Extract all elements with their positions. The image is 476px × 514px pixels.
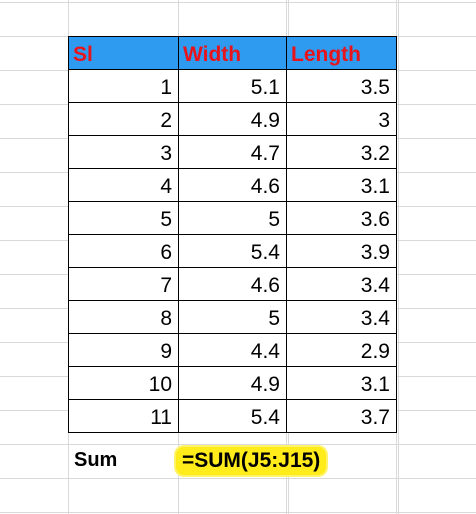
- cell-width[interactable]: 5.4: [178, 234, 287, 268]
- cell-width[interactable]: 4.6: [178, 168, 287, 202]
- table-row: 3 4.7 3.2: [68, 135, 397, 169]
- sum-row: Sum =SUM(J5:J15): [68, 445, 398, 479]
- gridlines-right: [396, 0, 476, 514]
- table-row: 7 4.6 3.4: [68, 267, 397, 301]
- cell-width[interactable]: 4.9: [178, 366, 287, 400]
- cell-sl[interactable]: 6: [68, 234, 179, 268]
- table-row: 10 4.9 3.1: [68, 366, 397, 400]
- cell-length[interactable]: 3.2: [286, 135, 397, 169]
- cell-length[interactable]: 3.9: [286, 234, 397, 268]
- cell-length[interactable]: 2.9: [286, 333, 397, 367]
- cell-length[interactable]: 3.1: [286, 168, 397, 202]
- sum-label[interactable]: Sum: [74, 449, 118, 471]
- cell-length[interactable]: 3.7: [286, 399, 397, 433]
- cell-width[interactable]: 5: [178, 201, 287, 235]
- cell-sl[interactable]: 9: [68, 333, 179, 367]
- cell-sl[interactable]: 1: [68, 69, 179, 103]
- header-cell-width[interactable]: Width: [178, 36, 287, 70]
- table-row: 11 5.4 3.7: [68, 399, 397, 433]
- sum-formula-cell[interactable]: =SUM(J5:J15): [176, 447, 327, 475]
- cell-length[interactable]: 3: [286, 102, 397, 136]
- cell-sl[interactable]: 8: [68, 300, 179, 334]
- cell-width[interactable]: 5: [178, 300, 287, 334]
- cell-length[interactable]: 3.6: [286, 201, 397, 235]
- cell-width[interactable]: 5.4: [178, 399, 287, 433]
- table-row: 4 4.6 3.1: [68, 168, 397, 202]
- cell-width[interactable]: 5.1: [178, 69, 287, 103]
- cell-width[interactable]: 4.6: [178, 267, 287, 301]
- gridline-col: [396, 0, 397, 514]
- table-row: 5 5 3.6: [68, 201, 397, 235]
- cell-width[interactable]: 4.9: [178, 102, 287, 136]
- cell-width[interactable]: 4.7: [178, 135, 287, 169]
- data-table: Sl Width Length 1 5.1 3.5 2 4.9 3 3 4.7 …: [68, 36, 397, 433]
- header-cell-sl[interactable]: Sl: [68, 36, 179, 70]
- table-row: 9 4.4 2.9: [68, 333, 397, 367]
- table-row: 6 5.4 3.9: [68, 234, 397, 268]
- cell-width[interactable]: 4.4: [178, 333, 287, 367]
- cell-length[interactable]: 3.4: [286, 267, 397, 301]
- table-row: 8 5 3.4: [68, 300, 397, 334]
- cell-sl[interactable]: 4: [68, 168, 179, 202]
- cell-sl[interactable]: 3: [68, 135, 179, 169]
- table-row: 2 4.9 3: [68, 102, 397, 136]
- cell-sl[interactable]: 5: [68, 201, 179, 235]
- cell-length[interactable]: 3.4: [286, 300, 397, 334]
- cell-length[interactable]: 3.1: [286, 366, 397, 400]
- cell-sl[interactable]: 2: [68, 102, 179, 136]
- cell-sl[interactable]: 7: [68, 267, 179, 301]
- header-cell-length[interactable]: Length: [286, 36, 397, 70]
- cell-length[interactable]: 3.5: [286, 69, 397, 103]
- gridlines-left: [0, 0, 68, 514]
- table-row: 1 5.1 3.5: [68, 69, 397, 103]
- cell-sl[interactable]: 11: [68, 399, 179, 433]
- header-row: Sl Width Length: [68, 36, 397, 70]
- cell-sl[interactable]: 10: [68, 366, 179, 400]
